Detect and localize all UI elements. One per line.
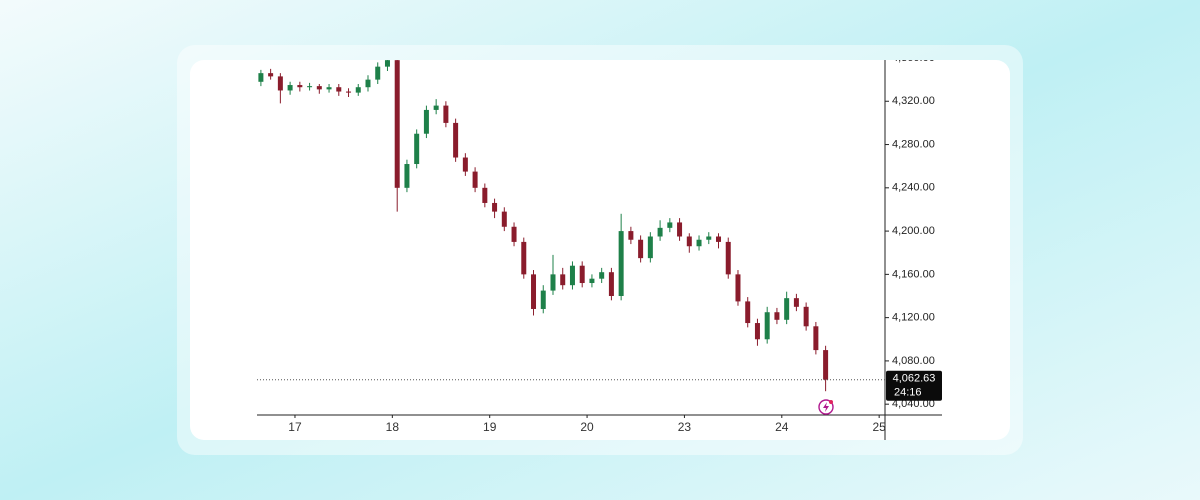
candle-body: [657, 227, 663, 237]
candle-body: [813, 326, 819, 351]
candle-body: [531, 274, 537, 309]
replay-icon[interactable]: [818, 399, 834, 415]
candle-body: [754, 323, 760, 340]
candle-body: [803, 306, 809, 327]
candle-body: [472, 171, 478, 188]
candle-body: [394, 60, 400, 188]
candle-body: [501, 211, 507, 227]
x-tick-label: 17: [288, 420, 302, 434]
candle-body: [823, 350, 829, 380]
candle-body: [414, 133, 420, 165]
candle-body: [599, 272, 605, 279]
candle-body: [492, 202, 498, 212]
candle-body: [365, 79, 371, 88]
candle-body: [706, 236, 712, 240]
y-tick-label: 4,240.00: [892, 182, 935, 194]
candle-body: [307, 86, 313, 88]
y-tick-label: 4,360.00: [892, 52, 935, 64]
candle-body: [667, 222, 673, 228]
candle-body: [355, 87, 361, 93]
candle-body: [569, 265, 575, 286]
x-tick-label: 20: [580, 420, 594, 434]
candle-body: [686, 236, 692, 247]
y-tick-label: 4,200.00: [892, 225, 935, 237]
candle-body: [589, 278, 595, 284]
candle-body: [716, 236, 722, 242]
candle-body: [735, 274, 741, 302]
candle-body: [277, 76, 283, 91]
candle-body: [793, 298, 799, 307]
candle-body: [608, 272, 614, 296]
candle-body: [453, 122, 459, 158]
candle-body: [647, 236, 653, 259]
countdown: 24:16: [894, 387, 922, 399]
candle-body: [774, 312, 780, 320]
candle-body: [297, 85, 303, 88]
candle-body: [433, 105, 439, 110]
candle-body: [521, 241, 527, 275]
candle-body: [404, 164, 410, 188]
candle-body: [745, 301, 751, 324]
candle-body: [725, 241, 731, 275]
y-tick-label: 4,280.00: [892, 138, 935, 150]
candle-body: [560, 274, 566, 286]
candle-body: [462, 157, 468, 172]
x-tick-label: 23: [678, 420, 692, 434]
candle-body: [764, 312, 770, 340]
candle-body: [346, 91, 352, 93]
candle-body: [550, 274, 556, 291]
x-tick-label: 18: [386, 420, 400, 434]
x-tick-label: 19: [483, 420, 497, 434]
last-price-label: 4,062.63: [893, 373, 936, 385]
candle-body: [287, 85, 293, 91]
candle-body: [677, 222, 683, 237]
candle-body: [384, 60, 390, 67]
y-tick-label: 4,040.00: [892, 398, 935, 410]
candle-body: [326, 87, 332, 90]
y-tick-label: 4,160.00: [892, 268, 935, 280]
plot: 4,040.00 4,080.00 4,120.00 4,160.00 4,200.00…: [257, 52, 942, 440]
x-tick-label: 25: [872, 420, 886, 434]
candle-body: [784, 298, 790, 320]
x-tick-label: 24: [775, 420, 789, 434]
candle-body: [336, 87, 342, 92]
last-price-box: [886, 370, 942, 401]
y-tick-label: 4,120.00: [892, 312, 935, 324]
candle-body: [511, 226, 517, 242]
candle-body: [258, 73, 264, 82]
candle-body: [618, 231, 624, 296]
candle-body: [423, 109, 429, 134]
y-tick-label: 4,080.00: [892, 355, 935, 367]
candle-body: [316, 86, 322, 90]
candle-body: [696, 239, 702, 247]
candle-body: [638, 239, 644, 259]
candle-body: [375, 66, 381, 80]
candle-body: [540, 290, 546, 309]
candle-body: [268, 73, 274, 77]
y-tick-label: 4,320.00: [892, 95, 935, 107]
candle-body: [579, 265, 585, 284]
candle-body: [443, 105, 449, 123]
candle-body: [628, 231, 634, 240]
candle-body: [482, 187, 488, 203]
